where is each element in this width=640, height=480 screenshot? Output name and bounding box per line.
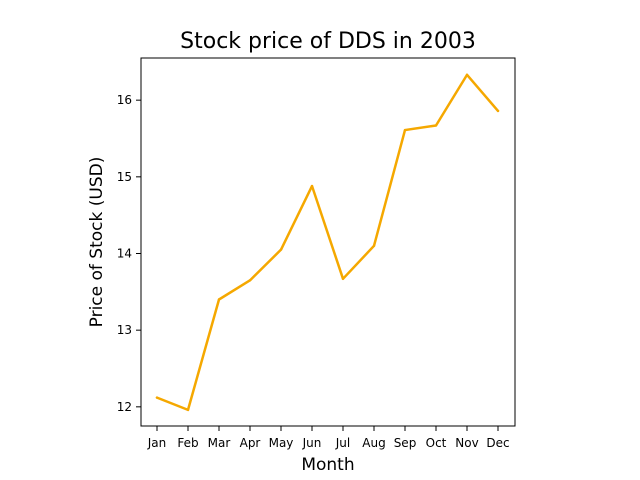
data-point-jul: [341, 277, 345, 280]
data-point-oct: [434, 124, 438, 127]
y-tick-label: 16: [117, 93, 132, 107]
y-tick-label: 13: [117, 323, 132, 337]
series-points: [155, 73, 500, 412]
chart-title: Stock price of DDS in 2003: [180, 29, 476, 54]
data-point-jun: [310, 184, 314, 188]
y-tick-label: 12: [117, 400, 132, 414]
data-point-mar: [217, 298, 221, 301]
series-line-dds-price: [155, 73, 500, 412]
x-tick-label: Jul: [335, 436, 350, 450]
data-point-may: [279, 248, 283, 251]
x-axis-title: Month: [301, 455, 354, 475]
x-tick-label: Oct: [426, 436, 447, 450]
data-point-aug: [372, 244, 376, 248]
y-tick-label: 15: [117, 170, 132, 184]
x-axis-ticks: Jan Feb Mar Apr May Jun Jul Aug Sep Oct Nov Dec: [147, 426, 510, 450]
data-point-sep: [403, 128, 407, 132]
x-tick-label: Sep: [394, 436, 417, 450]
y-axis-title: Price of Stock (USD): [87, 157, 107, 328]
data-point-dec: [496, 109, 500, 113]
x-tick-label: Mar: [208, 436, 231, 450]
x-tick-label: Jun: [302, 436, 322, 450]
x-tick-label: Apr: [240, 436, 261, 450]
x-tick-label: Aug: [362, 436, 385, 450]
plot-area-frame: [140, 57, 516, 427]
y-tick-label: 14: [117, 247, 132, 261]
x-tick-label: Feb: [177, 436, 198, 450]
x-tick-label: Dec: [486, 436, 509, 450]
data-point-jan: [155, 396, 159, 399]
data-point-nov: [465, 73, 469, 77]
y-axis-ticks: 12 13 14 15 16: [117, 93, 141, 414]
data-point-feb: [186, 408, 190, 412]
x-tick-label: Jan: [147, 436, 167, 450]
x-tick-label: May: [269, 436, 294, 450]
data-point-apr: [248, 279, 252, 282]
x-tick-label: Nov: [455, 436, 478, 450]
